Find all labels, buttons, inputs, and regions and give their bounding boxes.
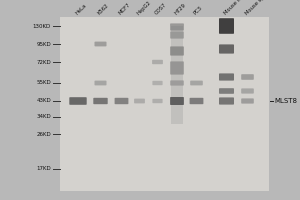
FancyBboxPatch shape — [134, 99, 145, 103]
Text: 72KD: 72KD — [36, 60, 51, 64]
FancyBboxPatch shape — [94, 42, 106, 46]
FancyBboxPatch shape — [219, 18, 234, 34]
FancyBboxPatch shape — [152, 99, 163, 103]
Text: HepG2: HepG2 — [136, 0, 152, 16]
Text: MLST8: MLST8 — [274, 98, 298, 104]
Text: 55KD: 55KD — [36, 80, 51, 86]
Text: HT29: HT29 — [173, 3, 187, 16]
Text: HeLa: HeLa — [74, 3, 87, 16]
Bar — [60, 17, 268, 191]
FancyBboxPatch shape — [219, 97, 234, 105]
Text: PC3: PC3 — [193, 5, 204, 16]
Text: 26KD: 26KD — [36, 132, 51, 136]
FancyBboxPatch shape — [69, 97, 87, 105]
FancyBboxPatch shape — [219, 44, 234, 54]
FancyBboxPatch shape — [170, 61, 184, 75]
FancyBboxPatch shape — [115, 98, 128, 104]
FancyBboxPatch shape — [152, 60, 163, 64]
FancyBboxPatch shape — [94, 81, 106, 85]
FancyBboxPatch shape — [241, 88, 254, 94]
FancyBboxPatch shape — [170, 97, 184, 105]
Text: 95KD: 95KD — [36, 42, 51, 46]
Text: 43KD: 43KD — [36, 98, 51, 104]
FancyBboxPatch shape — [219, 73, 234, 81]
Text: Mouse testis: Mouse testis — [223, 0, 250, 16]
FancyBboxPatch shape — [190, 98, 203, 104]
FancyBboxPatch shape — [241, 74, 254, 80]
Bar — [171, 26, 183, 124]
Text: 17KD: 17KD — [36, 166, 51, 171]
Text: 34KD: 34KD — [36, 114, 51, 119]
FancyBboxPatch shape — [219, 88, 234, 94]
FancyBboxPatch shape — [93, 98, 108, 104]
FancyBboxPatch shape — [190, 81, 203, 85]
Text: 130KD: 130KD — [33, 23, 51, 28]
FancyBboxPatch shape — [170, 23, 184, 31]
FancyBboxPatch shape — [170, 31, 184, 39]
FancyBboxPatch shape — [170, 80, 184, 86]
FancyBboxPatch shape — [170, 46, 184, 56]
Text: Mouse spleen: Mouse spleen — [244, 0, 273, 16]
FancyBboxPatch shape — [152, 81, 163, 85]
Text: MCF7: MCF7 — [118, 2, 132, 16]
Text: K562: K562 — [97, 3, 110, 16]
Text: COS7: COS7 — [154, 2, 168, 16]
FancyBboxPatch shape — [241, 98, 254, 104]
